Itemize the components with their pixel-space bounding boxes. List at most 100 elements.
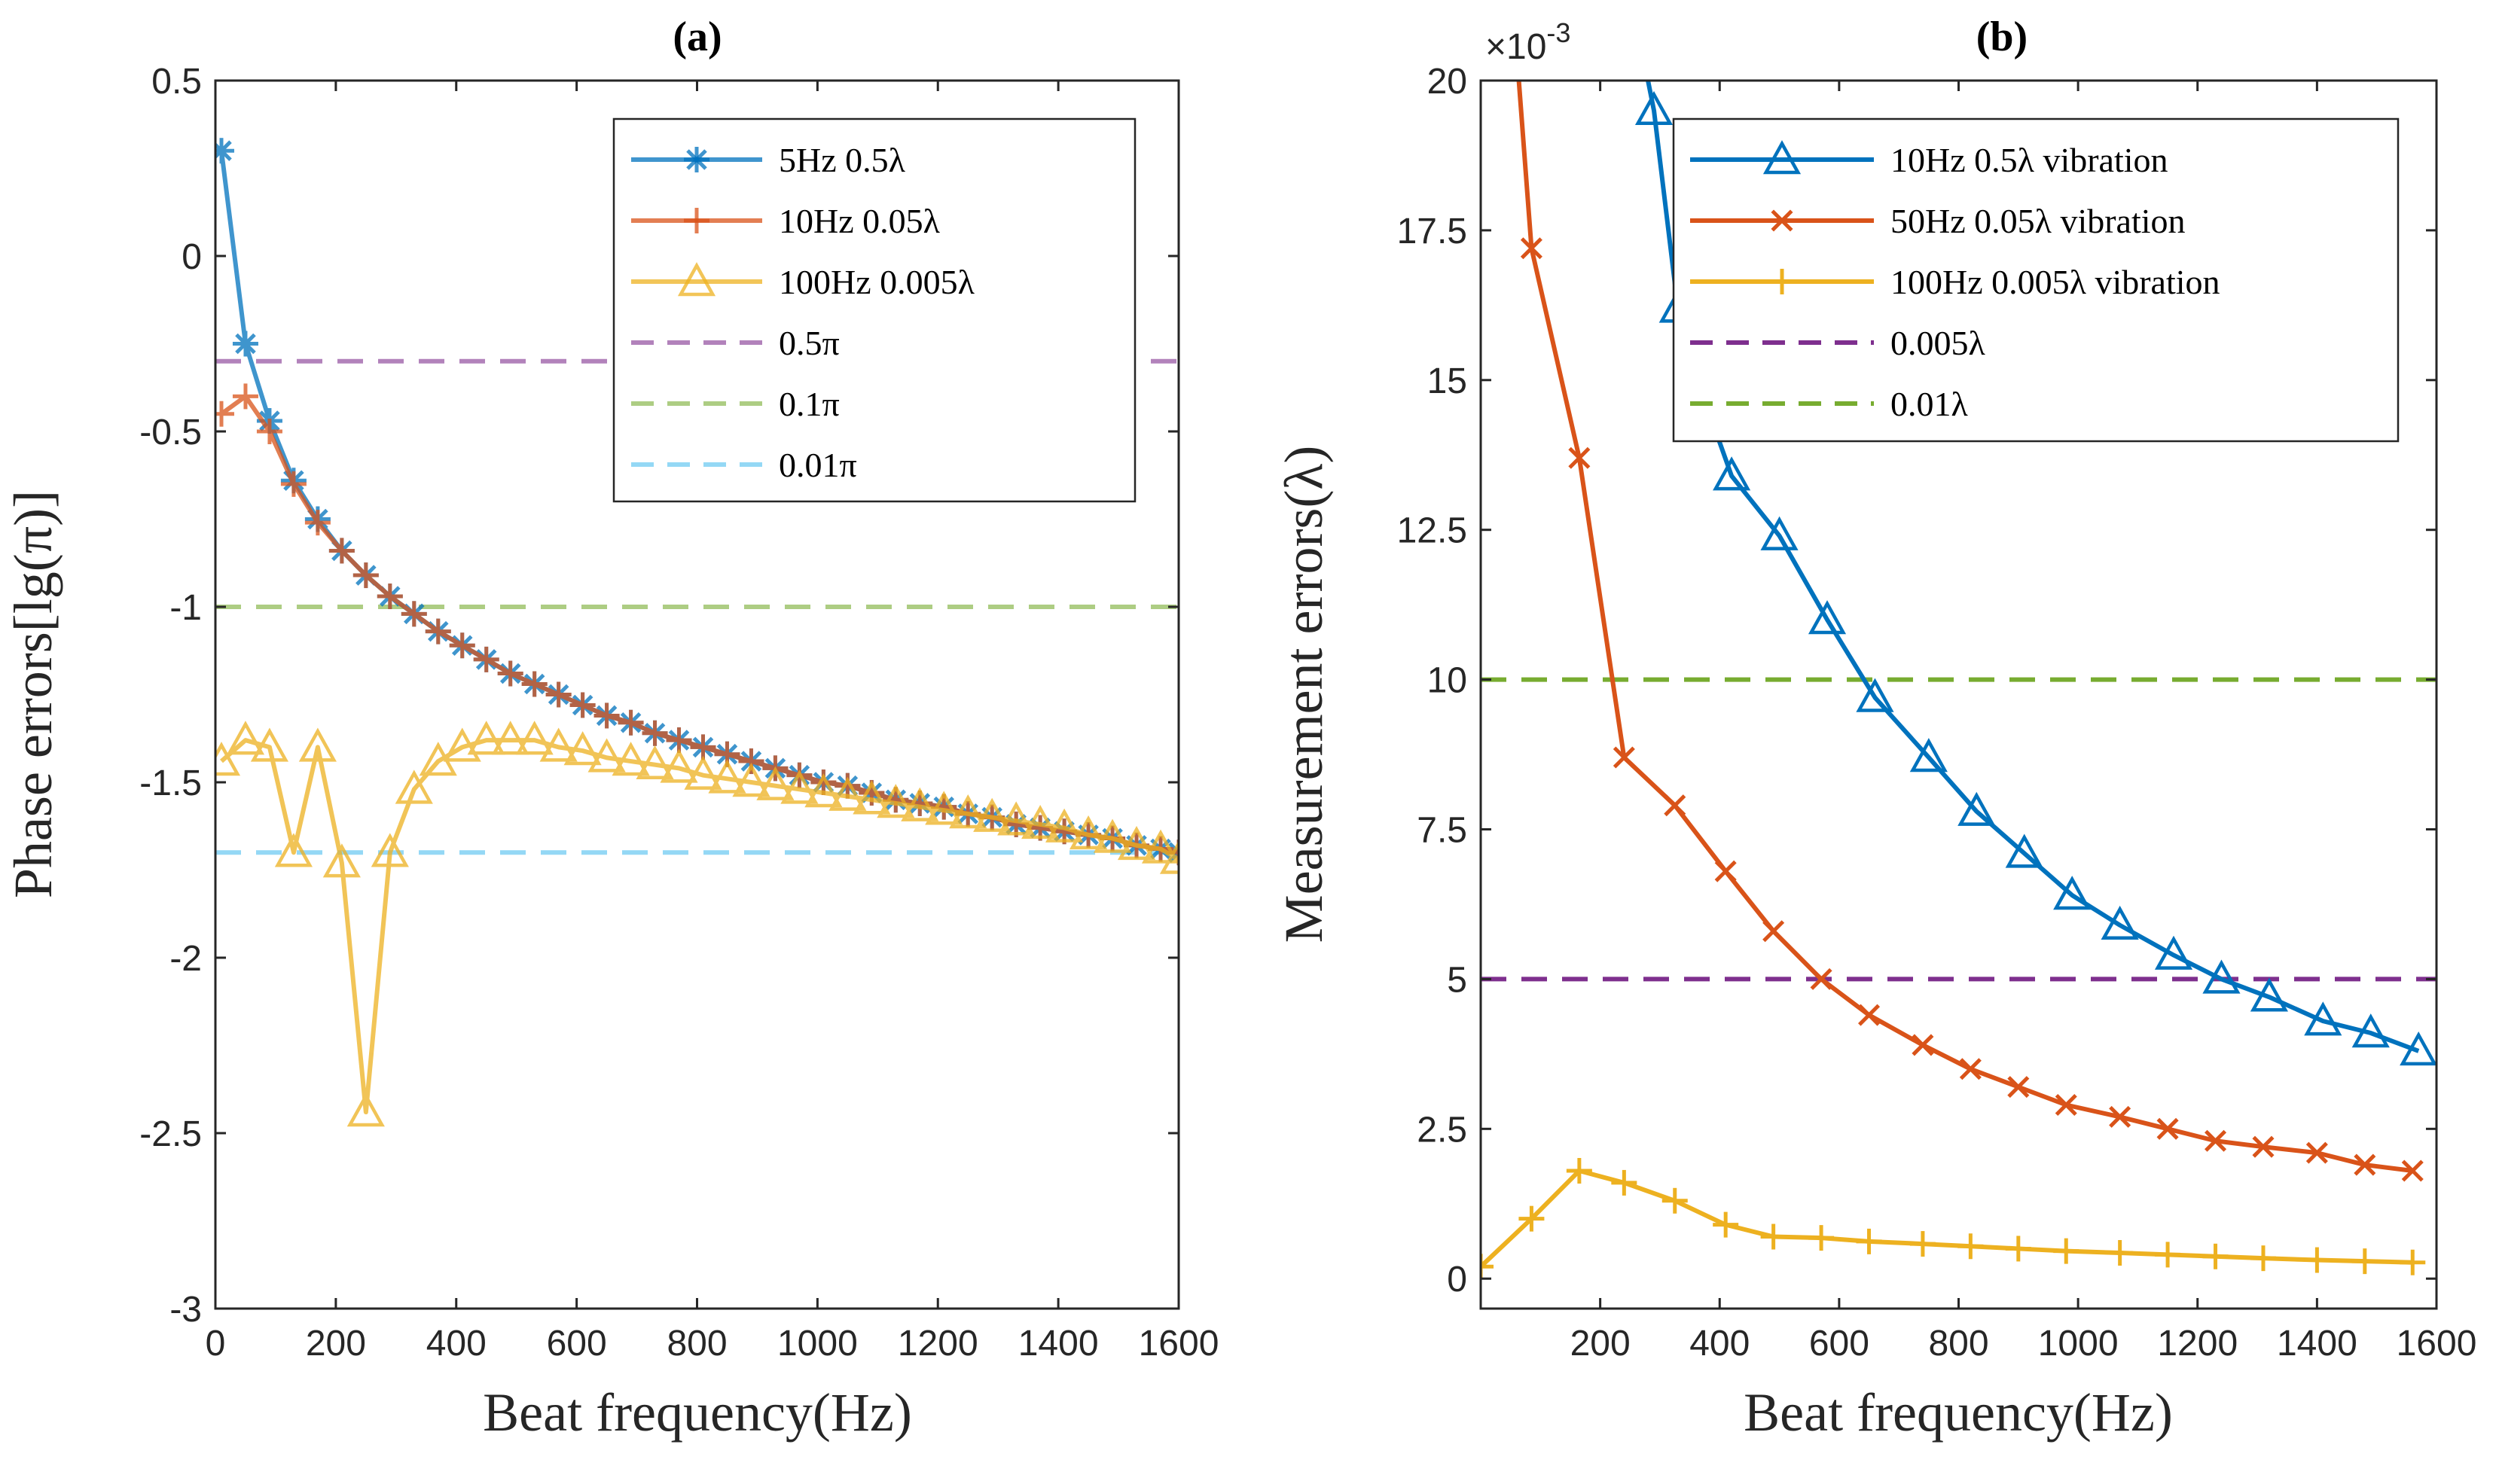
pb-legend-item: 50Hz 0.05λ vibration	[1690, 202, 2186, 240]
pa-series-2	[215, 721, 1179, 1127]
pb-x-tick-label: 600	[1809, 1324, 1869, 1364]
pb-data-point	[1808, 1225, 1835, 1251]
pb-data-point	[2109, 1105, 2131, 1128]
pa-data-point	[666, 727, 692, 754]
pa-data-point	[1093, 818, 1132, 853]
pa-data-point	[684, 755, 722, 790]
pa-legend-item: 0.5π	[631, 324, 840, 362]
pa-x-tick-label: 200	[306, 1324, 366, 1364]
pb-data-point	[1909, 1231, 1936, 1257]
pb-y-tick-label: 5	[1447, 960, 1467, 1000]
pb-data-point	[1614, 0, 1646, 4]
panel-b-x-ticks: 200 400 600 800 1000 1200 1400 1600	[1570, 81, 2476, 1364]
panel-a-title: (a)	[673, 14, 722, 60]
pa-data-point	[232, 331, 258, 357]
pa-legend-item: 10Hz 0.05λ	[631, 202, 941, 240]
panel-b-x-axis-label: Beat frequency(Hz)	[1744, 1382, 2173, 1443]
pb-data-point	[2351, 1248, 2378, 1275]
pa-data-point	[1141, 829, 1179, 864]
pb-data-point	[1957, 791, 1996, 826]
pb-series-1	[1516, 81, 2424, 1182]
pa-y-tick-label: -2.5	[139, 1114, 202, 1154]
pa-legend-marker	[677, 262, 716, 297]
pb-data-point	[1714, 860, 1737, 882]
pb-data-point	[1518, 1205, 1545, 1232]
pb-data-point	[1661, 1187, 1688, 1214]
pb-data-point	[1520, 237, 1542, 260]
pa-data-point	[515, 721, 554, 755]
pb-y-tick-label: 12.5	[1397, 511, 1467, 551]
pa-data-point	[521, 671, 548, 697]
pb-y-tick-label: 10	[1427, 661, 1467, 701]
pb-y-tick-label: 17.5	[1397, 212, 1467, 251]
pa-legend-item: 100Hz 0.005λ	[631, 262, 975, 301]
pb-data-point	[2252, 1135, 2275, 1158]
pb-x-tick-label: 800	[1928, 1324, 1988, 1364]
pa-data-point	[1159, 840, 1179, 874]
panel-b-hlines	[1481, 677, 2436, 982]
pa-data-point	[449, 632, 475, 659]
pb-legend-label: 50Hz 0.05λ vibration	[1890, 202, 2186, 240]
pa-data-point	[467, 721, 505, 755]
panel-b-title: (b)	[1976, 14, 2028, 60]
pa-y-tick-label: -0.5	[139, 413, 202, 453]
pa-data-point	[250, 727, 289, 762]
pb-data-point	[2250, 977, 2288, 1012]
pb-x-tick-label: 1000	[2038, 1324, 2119, 1364]
pb-y-tick-label: 15	[1427, 361, 1467, 401]
pb-data-point	[2007, 1076, 2030, 1099]
pa-data-point	[256, 419, 282, 444]
pa-data-point	[612, 742, 650, 776]
pb-data-point	[1762, 920, 1785, 943]
pa-data-point	[804, 773, 843, 808]
pa-data-point	[828, 776, 867, 811]
pb-legend-label: 10Hz 0.5λ vibration	[1890, 141, 2168, 179]
pa-data-point	[491, 721, 529, 755]
pb-data-point	[2354, 1153, 2376, 1176]
pb-data-point	[2101, 905, 2139, 940]
panel-a-y-axis-label: Phase errors[lg(π)]	[3, 490, 63, 898]
pa-legend-marker	[684, 147, 709, 172]
pb-legend-marker	[1771, 209, 1793, 232]
pa-data-point	[322, 843, 361, 878]
pb-y-tick-label: 7.5	[1417, 811, 1467, 851]
pa-data-point	[901, 787, 939, 821]
pa-data-point	[545, 681, 572, 708]
pb-y-tick-label: 20	[1427, 62, 1467, 102]
pa-data-point	[1021, 805, 1060, 840]
pa-data-point	[949, 794, 987, 829]
pb-x-tick-label: 1200	[2157, 1324, 2238, 1364]
pb-legend-label: 0.005λ	[1890, 324, 1986, 362]
pa-legend-marker	[684, 208, 709, 233]
pb-data-point	[2053, 876, 2092, 910]
pa-data-point	[497, 660, 523, 687]
pb-data-point	[1957, 1233, 1984, 1260]
panel-b: (b) 200 400 600 800 1000 1200 1400 1600 0 2.5 5 7.…	[1274, 0, 2476, 1443]
panel-a-legend-box	[612, 117, 1137, 503]
pa-data-point	[593, 702, 620, 729]
pb-data-point	[1713, 456, 1751, 491]
pb-legend-label: 0.01λ	[1890, 385, 1969, 423]
pb-data-point	[1713, 1211, 1739, 1238]
pa-data-point	[377, 584, 403, 610]
pa-data-point	[232, 383, 258, 410]
pa-data-point	[215, 401, 234, 427]
pb-legend-item: 100Hz 0.005λ vibration	[1690, 263, 2220, 301]
pa-data-point	[346, 1092, 385, 1127]
pa-data-point	[401, 601, 427, 627]
panel-b-y-ticks: 0 2.5 5 7.5 10 12.5 15 17.5 20	[1397, 62, 2436, 1300]
pa-data-point	[473, 646, 499, 672]
pb-data-point	[1959, 1058, 1982, 1080]
pa-legend-label: 0.01π	[779, 446, 857, 484]
pa-data-point	[215, 138, 234, 164]
pb-data-point	[2156, 1117, 2179, 1140]
pa-x-tick-label: 1200	[898, 1324, 978, 1364]
pa-y-tick-label: -3	[169, 1290, 202, 1330]
pa-data-point	[642, 720, 668, 746]
pa-data-point	[352, 562, 379, 589]
pb-data-point	[1664, 794, 1686, 817]
pa-legend-item: 5Hz 0.5λ	[631, 141, 906, 179]
pa-data-point	[997, 801, 1036, 836]
pb-data-point	[1481, 1254, 1494, 1280]
pb-legend-marker	[1769, 269, 1795, 294]
